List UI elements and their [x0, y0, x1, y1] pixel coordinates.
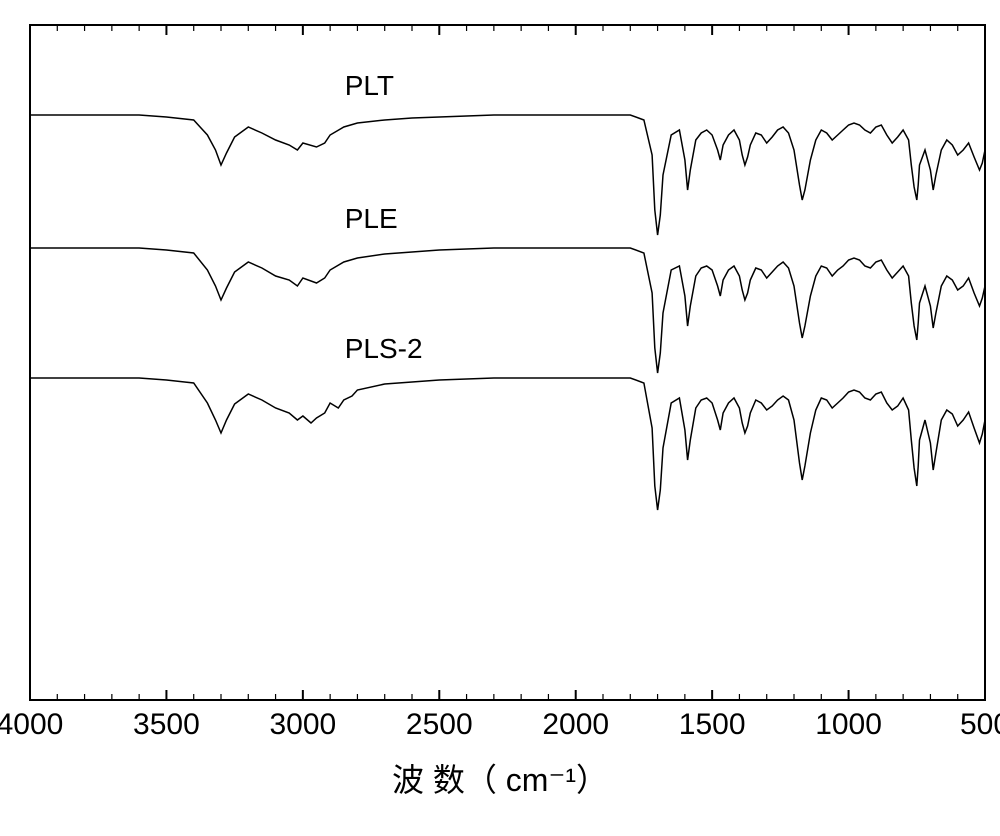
series-label-PLS-2: PLS-2: [345, 333, 423, 365]
spectrum-PLT: [30, 115, 985, 235]
plot-border: [30, 25, 985, 700]
series-label-PLT: PLT: [345, 70, 394, 102]
spectrum-PLE: [30, 248, 985, 373]
series-label-PLE: PLE: [345, 203, 398, 235]
xtick-label: 500: [945, 708, 1000, 742]
xtick-label: 2500: [399, 708, 479, 742]
xtick-label: 3500: [126, 708, 206, 742]
xtick-label: 3000: [263, 708, 343, 742]
xtick-label: 1000: [809, 708, 889, 742]
ir-spectrum-chart: 4000 3500 3000 2500 2000 1500 1000 500 波 数（ cm⁻¹…: [0, 0, 1000, 836]
spectrum-PLS-2: [30, 378, 985, 510]
xtick-label: 2000: [536, 708, 616, 742]
x-axis-label: 波 数（ cm⁻¹）: [0, 755, 1000, 801]
xtick-label: 4000: [0, 708, 70, 742]
xtick-label: 1500: [672, 708, 752, 742]
